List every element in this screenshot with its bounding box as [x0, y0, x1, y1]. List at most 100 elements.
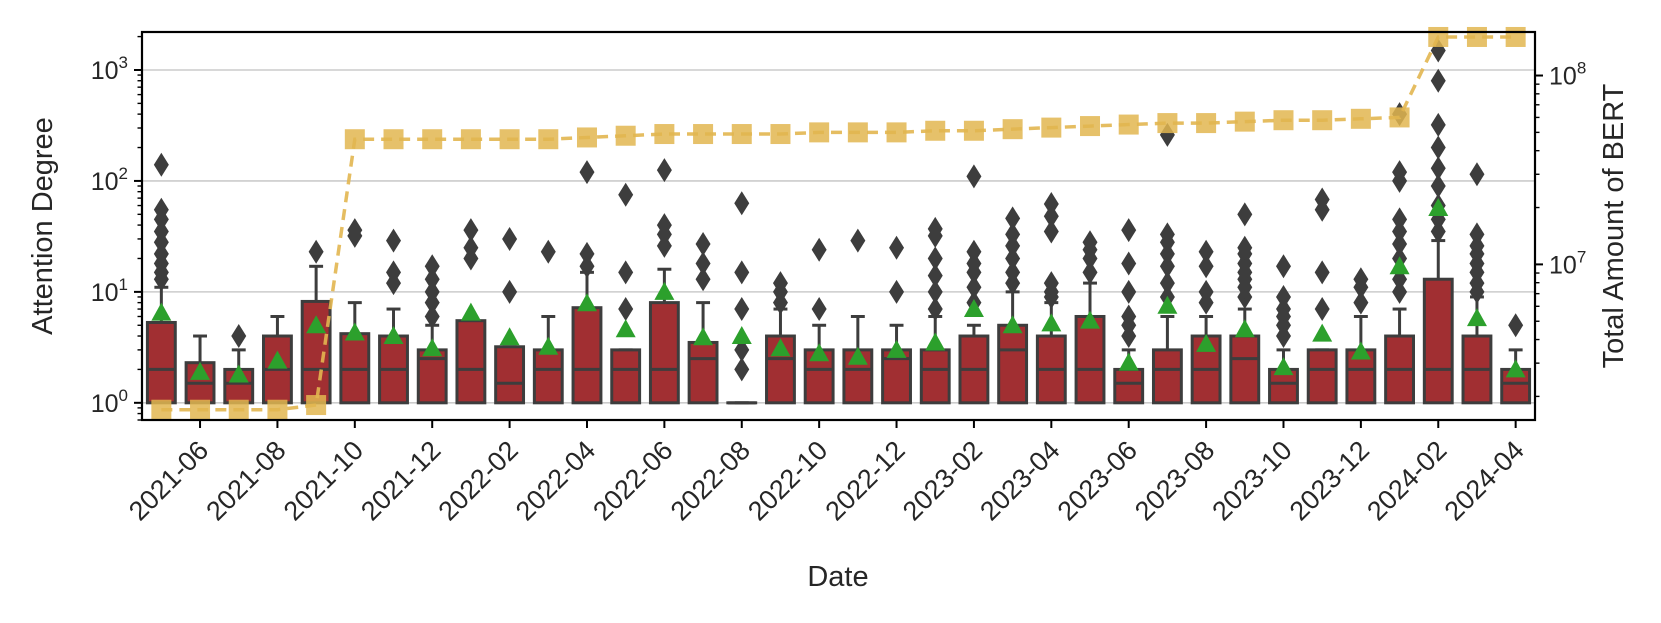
- outlier-marker: [1121, 218, 1137, 243]
- mean-marker: [731, 326, 752, 345]
- outlier-marker: [502, 226, 518, 251]
- total-bert-marker: [228, 399, 249, 420]
- box-group: [842, 228, 874, 405]
- outlier-marker: [618, 260, 634, 285]
- mean-marker: [809, 343, 830, 362]
- mean-marker: [344, 322, 365, 341]
- total-bert-marker: [963, 120, 984, 141]
- box-group: [1268, 254, 1299, 405]
- outlier-marker: [927, 279, 943, 304]
- box-body: [532, 348, 564, 405]
- outlier-marker: [927, 297, 943, 322]
- mean-marker: [615, 319, 636, 338]
- outlier-marker: [386, 260, 402, 285]
- right-tick-label: 107: [1549, 247, 1586, 279]
- mean-marker: [1234, 319, 1255, 338]
- outlier-marker: [1353, 290, 1369, 315]
- outlier-marker: [1043, 271, 1059, 296]
- total-bert-marker: [1273, 110, 1294, 131]
- mean-marker: [538, 336, 559, 355]
- outlier-marker: [927, 263, 943, 288]
- total-bert-marker: [1350, 108, 1371, 129]
- total-bert-marker: [770, 124, 791, 145]
- mean-marker: [770, 338, 791, 357]
- mean-marker: [886, 339, 907, 358]
- x-tick-label: 2021-12: [355, 435, 446, 526]
- outlier-marker: [966, 239, 982, 264]
- total-bert-marker: [267, 399, 288, 420]
- outlier-marker: [1430, 68, 1446, 93]
- box-group: [378, 228, 409, 405]
- box-body: [1074, 314, 1106, 405]
- box-group: [339, 218, 371, 405]
- mean-marker: [1273, 357, 1294, 376]
- total-bert-marker: [499, 129, 520, 150]
- box-group: [1035, 191, 1067, 405]
- mean-marker: [151, 302, 172, 321]
- outlier-marker: [1314, 260, 1330, 285]
- outlier-marker: [734, 297, 750, 322]
- mean-marker: [1466, 308, 1487, 327]
- total-bert-marker: [925, 120, 946, 141]
- box-group: [1500, 313, 1532, 405]
- mean-marker: [306, 315, 327, 334]
- box-group: [765, 271, 796, 405]
- outlier-marker: [1082, 260, 1098, 285]
- x-tick-label: 2021-10: [278, 435, 369, 526]
- outlier-marker: [889, 235, 905, 260]
- outlier-marker: [153, 197, 169, 222]
- box-body: [1306, 348, 1338, 405]
- mean-marker: [1312, 323, 1333, 342]
- outlier-marker: [1275, 284, 1291, 309]
- outlier-marker: [1430, 219, 1446, 244]
- outlier-marker: [1392, 160, 1408, 185]
- box-group: [1074, 230, 1106, 405]
- outlier-marker: [1043, 204, 1059, 229]
- mean-marker: [1041, 313, 1062, 332]
- x-tick-label: 2021-06: [123, 435, 214, 526]
- mean-marker: [1428, 198, 1449, 217]
- mean-marker: [576, 293, 597, 312]
- x-tick-label: 2023-02: [897, 435, 988, 526]
- outlier-marker: [1005, 222, 1021, 247]
- box-group: [1306, 187, 1338, 405]
- box-body: [571, 306, 603, 405]
- total-bert-marker: [151, 399, 172, 420]
- total-bert-marker: [1234, 111, 1255, 132]
- total-bert-marker: [538, 129, 559, 150]
- outlier-marker: [153, 219, 169, 244]
- mean-marker: [460, 302, 481, 321]
- box-group: [1422, 38, 1454, 405]
- outlier-marker: [1159, 222, 1175, 247]
- mean-marker: [693, 327, 714, 346]
- right-tick-label: 108: [1549, 59, 1586, 91]
- box-group: [184, 334, 216, 405]
- x-tick-label: 2023-12: [1284, 435, 1375, 526]
- outlier-marker: [734, 357, 750, 382]
- outlier-marker: [1469, 222, 1485, 247]
- outlier-marker: [1275, 254, 1291, 279]
- mean-marker: [1080, 310, 1101, 329]
- box-body: [997, 323, 1029, 405]
- outlier-marker: [463, 218, 479, 243]
- plot-frame: [140, 30, 1537, 422]
- x-tick-label: 2024-04: [1439, 435, 1530, 526]
- outlier-marker: [1314, 297, 1330, 322]
- x-tick-label: 2022-08: [665, 435, 756, 526]
- mean-marker: [963, 299, 984, 318]
- outlier-marker: [1508, 313, 1524, 338]
- box-group: [881, 235, 912, 405]
- outlier-marker: [695, 267, 711, 292]
- outlier-marker: [1005, 260, 1021, 285]
- outlier-marker: [1275, 297, 1291, 322]
- box-group: [1461, 162, 1493, 405]
- box-group: [494, 226, 526, 405]
- x-tick-label: 2023-04: [974, 435, 1065, 526]
- box-body: [687, 340, 719, 405]
- outlier-marker: [463, 235, 479, 260]
- total-bert-marker: [1505, 26, 1526, 47]
- x-axis-label: Date: [807, 561, 868, 593]
- total-bert-marker: [847, 122, 868, 143]
- outlier-marker: [772, 271, 788, 296]
